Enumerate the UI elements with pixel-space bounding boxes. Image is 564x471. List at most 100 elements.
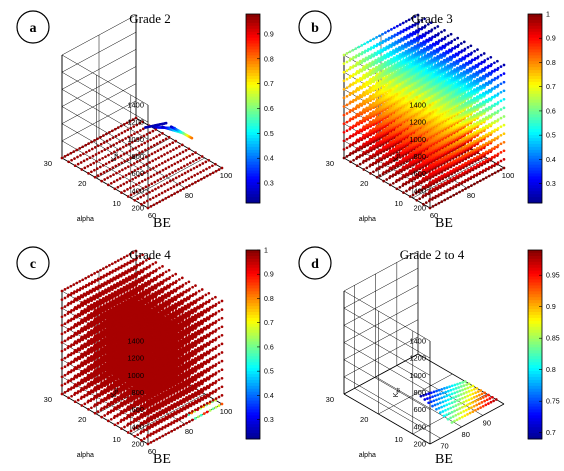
data-point — [455, 166, 458, 169]
data-point — [435, 203, 438, 206]
data-point — [145, 186, 148, 189]
data-point — [369, 163, 372, 166]
data-point — [109, 138, 112, 141]
data-point — [200, 178, 203, 181]
z-grid-line — [62, 15, 148, 105]
data-point — [343, 88, 346, 91]
colorbar-swatch — [246, 150, 260, 153]
data-point — [352, 125, 355, 128]
data-point — [476, 138, 479, 141]
colorbar-swatch — [246, 123, 260, 126]
data-point — [405, 95, 408, 98]
data-point — [175, 177, 178, 180]
data-point — [435, 126, 438, 129]
data-point — [158, 134, 161, 137]
data-point — [372, 76, 375, 79]
colorbar-tick-label: 0.6 — [264, 106, 274, 113]
data-point — [473, 114, 476, 117]
data-point — [197, 179, 200, 182]
data-point — [405, 164, 408, 167]
data-point — [409, 178, 412, 181]
data-point — [375, 36, 378, 39]
colorbar-swatch — [246, 46, 260, 49]
x-tick-label: 100 — [220, 171, 233, 180]
data-point — [176, 161, 179, 164]
data-point — [470, 141, 473, 144]
data-point — [81, 145, 84, 148]
data-point — [385, 161, 388, 164]
data-point — [148, 154, 151, 157]
data-point — [479, 179, 482, 182]
data-point — [116, 149, 119, 152]
colorbar-swatch — [246, 153, 260, 156]
data-point — [128, 179, 131, 182]
data-point — [379, 131, 382, 134]
data-point — [402, 114, 405, 117]
data-point — [432, 179, 435, 182]
data-point — [107, 184, 110, 187]
data-point — [123, 190, 126, 193]
data-point — [161, 132, 164, 135]
data-point — [70, 152, 73, 155]
data-point — [503, 167, 506, 170]
data-point — [133, 199, 136, 202]
data-point — [356, 87, 359, 90]
data-point — [389, 89, 392, 92]
data-point — [438, 193, 441, 196]
data-point — [396, 145, 399, 148]
data-point — [161, 199, 164, 202]
data-point — [123, 153, 126, 156]
data-point — [365, 107, 368, 110]
data-point — [467, 160, 470, 163]
colorbar-swatch — [246, 109, 260, 112]
data-point — [409, 187, 412, 190]
data-point — [365, 149, 368, 152]
data-point — [440, 192, 443, 195]
data-point — [111, 166, 114, 169]
data-point — [399, 117, 402, 120]
data-point — [159, 170, 162, 173]
data-point — [362, 82, 365, 85]
data-point — [102, 134, 105, 137]
data-point — [379, 114, 382, 117]
data-point — [146, 200, 149, 203]
data-point — [196, 172, 199, 175]
data-point — [409, 144, 412, 147]
data-point — [461, 129, 464, 132]
data-point — [455, 175, 458, 178]
data-point — [179, 189, 182, 192]
data-point — [126, 151, 129, 154]
data-point — [497, 101, 500, 104]
data-point — [418, 163, 421, 166]
data-point — [461, 112, 464, 115]
data-point — [349, 50, 352, 53]
data-point — [346, 52, 349, 55]
data-point — [464, 110, 467, 113]
data-point — [206, 175, 209, 178]
data-point — [362, 74, 365, 77]
data-point — [452, 185, 455, 188]
data-point — [482, 101, 485, 104]
data-point — [402, 148, 405, 151]
data-point — [150, 175, 153, 178]
data-point — [470, 133, 473, 136]
data-point — [191, 137, 194, 140]
data-point — [356, 130, 359, 133]
data-point — [182, 187, 185, 190]
data-point — [485, 125, 488, 128]
data-point — [429, 155, 432, 158]
data-point — [402, 140, 405, 143]
data-point — [97, 144, 100, 147]
colorbar-swatch — [246, 162, 260, 165]
data-point — [376, 99, 379, 102]
data-point — [369, 103, 372, 106]
data-point — [429, 138, 432, 141]
colorbar-swatch — [246, 70, 260, 73]
data-point — [482, 92, 485, 95]
data-point — [117, 186, 120, 189]
data-point — [110, 182, 113, 185]
data-point — [174, 170, 177, 173]
data-point — [104, 155, 107, 158]
data-point — [90, 170, 93, 173]
data-point — [491, 130, 494, 133]
